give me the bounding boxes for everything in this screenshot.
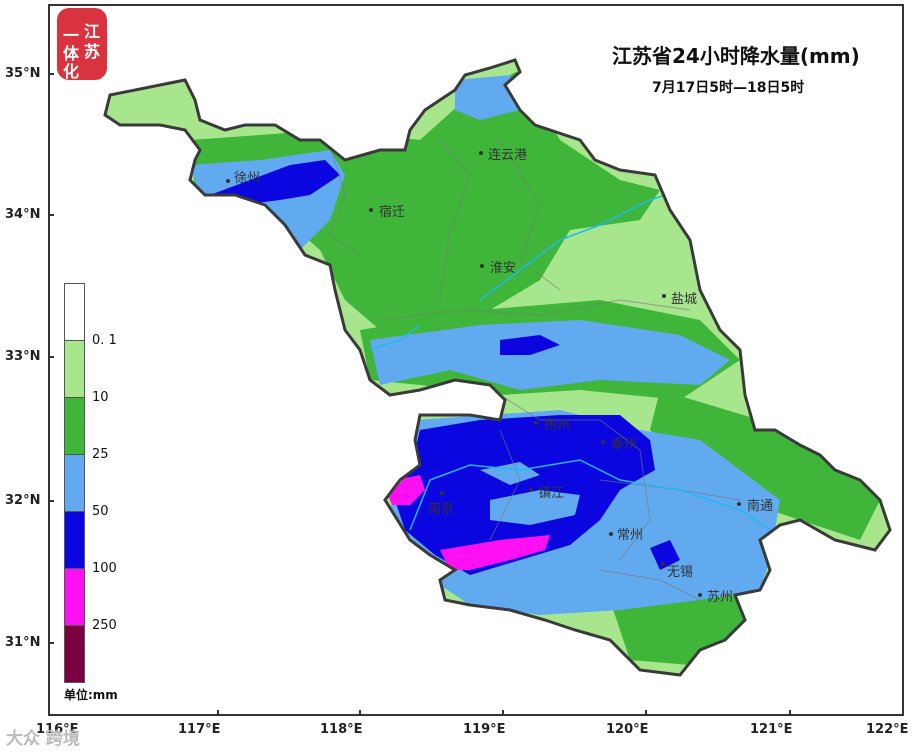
city-marker-lianyungang <box>479 151 483 155</box>
legend-label: 50 <box>92 504 109 519</box>
legend-label: 250 <box>92 618 117 633</box>
legend-swatch-3 <box>64 454 85 511</box>
city-label-yangzhou: 扬州 <box>544 418 571 433</box>
city-label-wuxi: 无锡 <box>667 565 694 580</box>
city-label-suzhou: 苏州 <box>707 590 734 605</box>
city-marker-wuxi <box>661 562 665 566</box>
city-label-huaian: 淮安 <box>490 261 517 276</box>
city-marker-yancheng <box>662 294 666 298</box>
legend-swatch-0 <box>64 283 85 340</box>
lon-label: 120°E <box>606 722 649 737</box>
legend-swatch-6 <box>64 625 85 683</box>
lat-label: 32°N <box>5 493 41 508</box>
city-boundaries <box>329 139 741 601</box>
city-marker-yangzhou <box>534 421 538 425</box>
rain-band-25-50-east <box>650 390 880 540</box>
rain-band-100-250-yangzhou-north <box>500 335 560 355</box>
city-label-zhenjiang: 镇江 <box>538 486 565 501</box>
legend-label: 10 <box>92 390 109 405</box>
city-label-suqian: 宿迁 <box>379 205 406 220</box>
rivers <box>369 194 771 531</box>
city-label-nanjing: 南京 <box>428 502 455 517</box>
lon-label: 118°E <box>320 722 363 737</box>
city-marker-changzhou <box>609 532 613 536</box>
rain-band-50-100-lianyungang <box>455 75 520 120</box>
city-marker-nantong <box>737 502 741 506</box>
city-marker-nanjing <box>440 491 444 495</box>
legend-unit: 单位:mm <box>64 688 118 702</box>
lon-label: 116°E <box>36 722 79 737</box>
rain-band-250-south <box>440 535 550 570</box>
legend-label: 25 <box>92 447 109 462</box>
map-subtitle: 7月17日5时—18日5时 <box>652 80 805 96</box>
legend-swatch-2 <box>64 397 85 454</box>
lat-label: 34°N <box>5 207 41 222</box>
city-marker-zhenjiang <box>529 488 533 492</box>
rain-band-100-250-xuzhou <box>210 160 340 205</box>
city-marker-suqian <box>369 208 373 212</box>
legend-label: 100 <box>92 561 117 576</box>
city-marker-taizhou <box>601 440 605 444</box>
lat-label: 35°N <box>5 66 41 81</box>
city-label-lianyungang: 连云港 <box>488 148 528 163</box>
rain-band-100-250-wuxi <box>650 540 680 570</box>
lon-label: 119°E <box>463 722 506 737</box>
city-marker-suzhou <box>698 593 702 597</box>
city-label-changzhou: 常州 <box>617 528 644 543</box>
lat-label: 33°N <box>5 349 41 364</box>
city-label-xuzhou: 徐州 <box>234 171 261 186</box>
rain-band-50-100-central <box>370 320 730 390</box>
rainfall-legend <box>64 283 85 683</box>
city-label-taizhou: 泰州 <box>611 437 638 452</box>
lon-label: 121°E <box>750 722 793 737</box>
rain-band-250-west <box>388 475 425 505</box>
legend-swatch-4 <box>64 511 85 568</box>
city-label-yancheng: 盐城 <box>671 292 698 307</box>
legend-swatch-1 <box>64 340 85 397</box>
watermark: 大众 跨境 <box>6 729 80 749</box>
city-marker-xuzhou <box>226 179 230 183</box>
rain-band-50-100-zhenjiang <box>490 490 580 525</box>
legend-swatch-5 <box>64 568 85 625</box>
legend-label: 0. 1 <box>92 333 117 348</box>
city-label-nantong: 南通 <box>747 499 774 514</box>
city-marker-huaian <box>480 264 484 268</box>
jiangsu-logo: 一 江 体 苏 化 <box>57 8 107 81</box>
lon-label: 117°E <box>178 722 221 737</box>
lon-label: 122°E <box>866 722 909 737</box>
map-title: 江苏省24小时降水量(mm) <box>612 44 860 68</box>
lat-label: 31°N <box>5 635 41 650</box>
